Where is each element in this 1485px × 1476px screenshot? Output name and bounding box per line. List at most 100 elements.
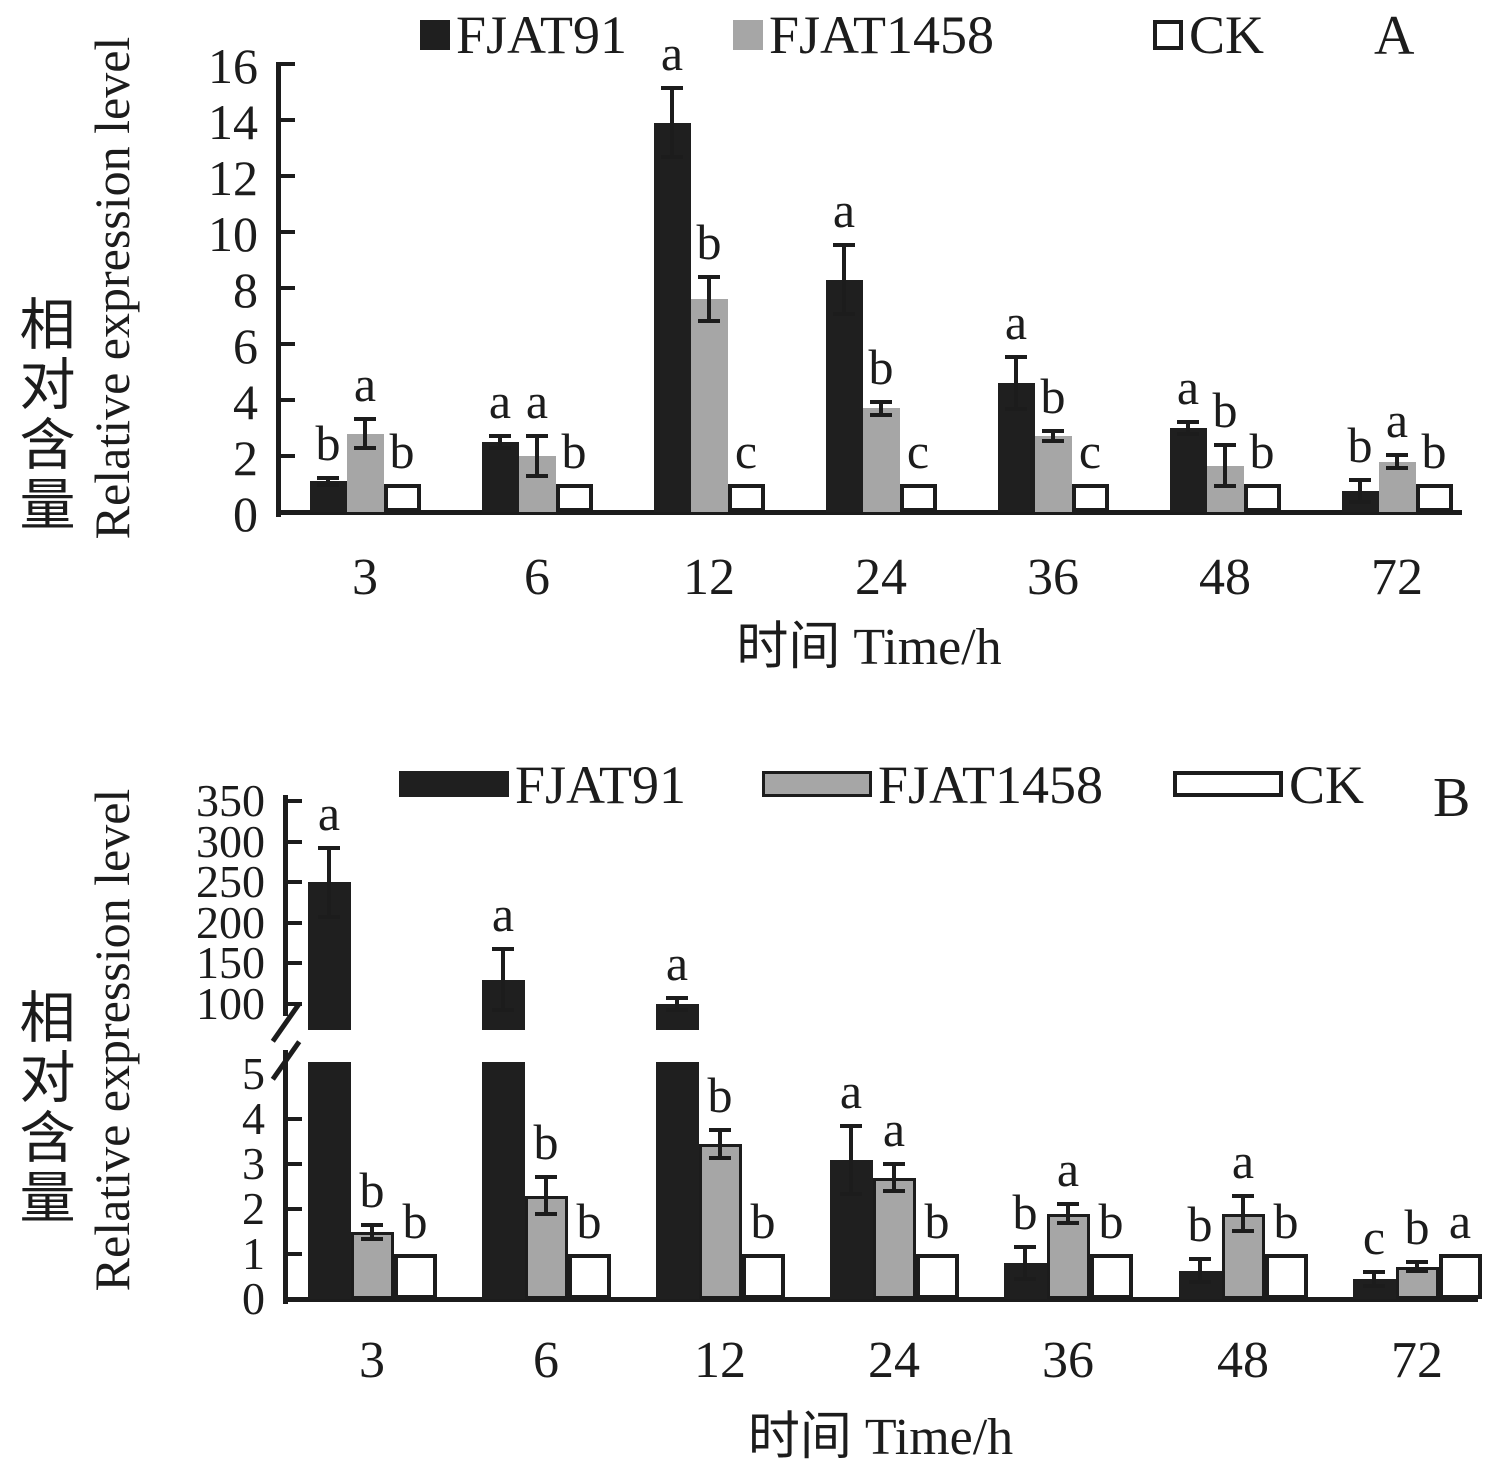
error-bar-line-FJAT1458-36 [1066, 1201, 1070, 1226]
error-bar-cap-top-FJAT1458-6 [535, 1175, 557, 1180]
y-tick [281, 454, 295, 458]
bar-lower-FJAT91-3 [307, 1062, 351, 1299]
error-bar-cap-bottom-FJAT91-3 [318, 914, 340, 919]
legend-label-CK: CK [1289, 755, 1365, 815]
sig-letter-FJAT1458-12: b [696, 214, 722, 271]
x-axis-line [283, 1297, 1478, 1302]
error-bar-cap-bottom-FJAT91-12 [661, 155, 683, 160]
x-tick-label: 36 [1027, 549, 1079, 606]
x-tick-label: 36 [1042, 1332, 1094, 1389]
y-tick [281, 342, 295, 346]
error-bar-line-FJAT1458-48 [1223, 443, 1227, 489]
bar-CK-6 [567, 1254, 611, 1299]
error-bar-cap-top-FJAT1458-6 [526, 433, 548, 438]
error-bar-line-FJAT91-72 [1358, 478, 1362, 504]
error-bar-cap-bottom-FJAT1458-48 [1232, 1228, 1254, 1233]
error-bar-line-FJAT1458-24 [892, 1161, 896, 1194]
error-bar-cap-bottom-FJAT91-6 [492, 1008, 514, 1013]
error-bar-line-FJAT91-48 [1186, 419, 1190, 437]
x-tick-label: 12 [683, 549, 735, 606]
y-tick-label: 14 [208, 94, 258, 150]
y-tick-label: 2 [242, 1183, 265, 1234]
error-bar-line-FJAT1458-12 [718, 1128, 722, 1160]
bar-CK-36 [1071, 484, 1109, 512]
error-bar-cap-bottom-FJAT91-48 [1189, 1280, 1211, 1285]
legend-label-FJAT91: FJAT91 [456, 5, 628, 65]
error-bar-cap-top-FJAT91-12 [661, 86, 683, 91]
sig-letter-FJAT91-48: b [1187, 1196, 1213, 1253]
x-tick-label: 72 [1371, 549, 1423, 606]
x-tick-label: 48 [1199, 549, 1251, 606]
y-tick [288, 839, 302, 844]
x-tick-label: 24 [855, 549, 907, 606]
y-axis-line-lower [283, 1050, 288, 1304]
y-tick-label: 200 [196, 896, 265, 948]
error-bar-line-FJAT91-36 [1023, 1245, 1027, 1281]
y-axis-title-zh: 相对含量 [11, 988, 73, 1228]
error-bar-cap-top-FJAT91-6 [489, 433, 511, 438]
bar-lower-FJAT91-6 [481, 1062, 525, 1299]
bar-CK-24 [915, 1254, 959, 1299]
sig-letter-FJAT91-6: a [488, 372, 512, 429]
x-tick-label: 48 [1217, 1332, 1269, 1389]
sig-letter-FJAT91-36: a [1004, 294, 1028, 351]
sig-letter-CK-36: b [1098, 1193, 1124, 1249]
bar-FJAT1458-36 [1034, 436, 1072, 512]
sig-letter-CK-72: b [1421, 423, 1447, 479]
error-bar-cap-bottom-FJAT1458-48 [1214, 484, 1236, 489]
y-tick-label: 0 [233, 486, 258, 542]
error-bar-cap-bottom-FJAT1458-24 [883, 1189, 905, 1194]
error-bar-cap-top-FJAT1458-72 [1386, 453, 1408, 458]
error-bar-cap-top-FJAT1458-12 [709, 1128, 731, 1132]
error-bar-cap-bottom-FJAT1458-3 [361, 1236, 383, 1241]
legend-swatch-FJAT1458 [733, 20, 763, 50]
y-tick [288, 799, 302, 803]
sig-letter-FJAT91-3: a [317, 784, 341, 841]
error-bar-cap-top-FJAT91-48 [1177, 419, 1199, 424]
bar-FJAT91-12 [653, 122, 691, 512]
sig-letter-FJAT1458-24: a [882, 1100, 906, 1157]
y-tick [288, 880, 302, 885]
sig-letter-CK-36: c [1078, 423, 1102, 479]
y-tick-label: 5 [242, 1048, 265, 1099]
error-bar-cap-bottom-FJAT91-3 [317, 482, 339, 487]
sig-letter-CK-12: b [750, 1193, 776, 1249]
x-tick-label: 3 [352, 549, 378, 606]
bar-lower-FJAT91-12 [655, 1062, 699, 1299]
y-tick [281, 398, 295, 402]
bar-FJAT1458-24 [872, 1177, 916, 1299]
sig-letter-FJAT1458-6: a [525, 372, 549, 429]
y-axis-title-en: Relative expression level [84, 788, 140, 1292]
x-axis-line [276, 510, 1462, 515]
sig-letter-FJAT91-12: a [665, 934, 689, 991]
sig-letter-CK-6: b [561, 423, 587, 479]
error-bar-cap-top-FJAT1458-12 [698, 275, 720, 280]
error-bar-cap-bottom-FJAT1458-72 [1386, 466, 1408, 470]
sig-letter-FJAT1458-6: b [533, 1114, 559, 1171]
y-tick-label: 10 [208, 206, 258, 262]
sig-letter-FJAT1458-24: b [868, 339, 894, 395]
x-tick-label: 12 [694, 1332, 746, 1389]
bar-FJAT91-6 [481, 442, 519, 512]
y-tick-label: 300 [196, 815, 265, 867]
error-bar-cap-top-FJAT91-72 [1349, 478, 1371, 483]
error-bar-cap-bottom-FJAT91-48 [1177, 432, 1199, 437]
error-bar-cap-top-FJAT1458-72 [1406, 1259, 1428, 1264]
y-tick [281, 510, 295, 514]
error-bar-cap-bottom-FJAT1458-12 [709, 1155, 731, 1160]
sig-letter-CK-3: b [402, 1193, 428, 1249]
x-tick-label: 3 [359, 1332, 385, 1389]
error-bar-cap-top-FJAT91-3 [318, 845, 340, 850]
sig-letter-CK-3: b [389, 423, 415, 479]
sig-letter-FJAT91-24: a [839, 1062, 863, 1119]
y-tick-label: 100 [196, 978, 265, 1029]
y-tick-label: 350 [196, 775, 265, 826]
sig-letter-CK-72: a [1448, 1193, 1472, 1249]
error-bar-cap-bottom-FJAT91-6 [489, 446, 511, 451]
panel-tag: B [1433, 767, 1471, 829]
error-bar-cap-bottom-FJAT1458-36 [1057, 1221, 1079, 1226]
sig-letter-FJAT91-3: b [315, 414, 341, 471]
bar-FJAT91-48 [1169, 428, 1207, 512]
error-bar-cap-top-FJAT91-24 [840, 1123, 862, 1128]
